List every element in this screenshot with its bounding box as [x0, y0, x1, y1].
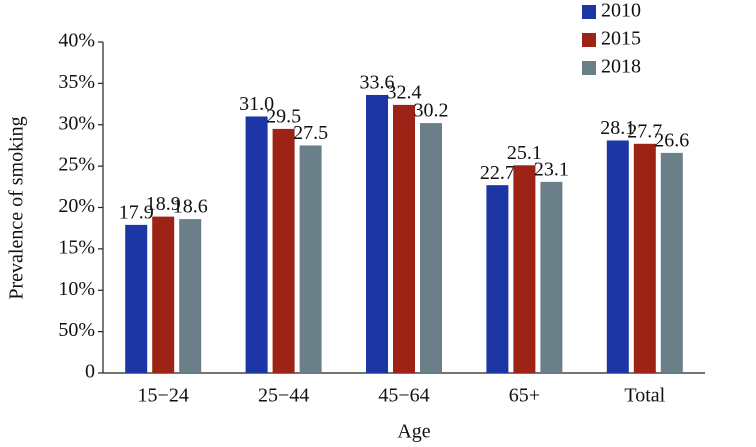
data-label: 22.7	[480, 162, 515, 184]
data-label: 29.5	[266, 105, 301, 127]
data-label: 31.0	[239, 93, 274, 115]
bar	[179, 219, 202, 373]
legend-swatch	[582, 33, 596, 47]
x-tick-label: 45−64	[378, 385, 429, 407]
data-label: 32.4	[387, 81, 422, 103]
bar	[152, 216, 175, 373]
bar	[660, 152, 683, 373]
y-tick-label: 0	[85, 361, 95, 383]
x-tick-label: Total	[624, 385, 665, 407]
legend-swatch	[582, 5, 596, 19]
data-label: 30.2	[414, 100, 449, 122]
y-tick-label: 15%	[58, 236, 95, 258]
y-tick-label: 50%	[58, 319, 95, 341]
data-label: 26.6	[654, 129, 689, 151]
x-tick-label: 15−24	[138, 385, 189, 407]
x-tick-label: 25−44	[258, 385, 309, 407]
y-tick-label: 30%	[58, 112, 95, 134]
bar	[299, 145, 322, 373]
bar	[420, 123, 442, 373]
bar	[272, 128, 295, 373]
legend-swatch	[582, 61, 596, 75]
data-label: 33.6	[360, 72, 395, 94]
y-tick-label: 35%	[58, 71, 95, 93]
data-label: 27.7	[627, 120, 662, 142]
data-label: 23.1	[534, 158, 569, 180]
y-tick-label: 20%	[58, 195, 95, 217]
x-tick-label: 65+	[509, 385, 540, 407]
data-label: 18.9	[146, 193, 181, 215]
bar	[633, 143, 656, 373]
data-label: 17.9	[119, 201, 154, 223]
bar	[245, 116, 268, 373]
data-label: 27.5	[293, 122, 328, 144]
bar	[513, 165, 536, 373]
bar	[540, 181, 563, 373]
bar	[606, 140, 629, 373]
data-label: 25.1	[507, 142, 542, 164]
y-tick-label: 10%	[58, 278, 95, 300]
x-axis-label: Age	[397, 421, 430, 443]
data-label: 18.6	[173, 196, 208, 218]
bar	[366, 94, 388, 374]
legend-label: 2010	[601, 0, 641, 22]
y-axis-label: Prevalence of smoking	[6, 116, 28, 299]
bar	[486, 185, 509, 373]
bar	[125, 224, 148, 373]
legend-label: 2018	[601, 56, 641, 78]
data-label: 28.1	[600, 117, 635, 139]
bar	[393, 104, 415, 373]
legend-label: 2015	[601, 28, 641, 50]
y-tick-label: 40%	[58, 30, 95, 52]
y-tick-label: 25%	[58, 154, 95, 176]
